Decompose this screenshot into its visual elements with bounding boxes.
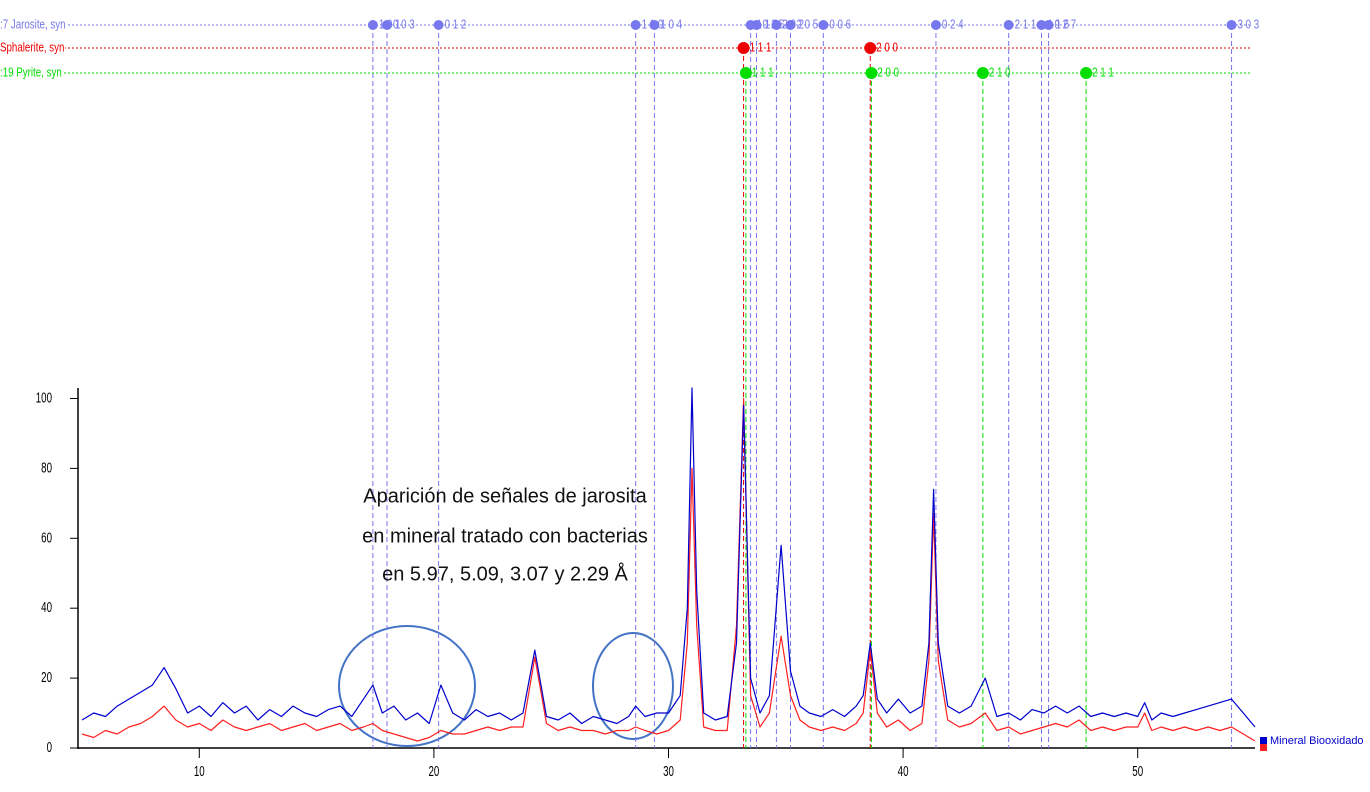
reference-label: 2 0 0	[876, 41, 898, 55]
reference-marker	[1080, 67, 1093, 79]
reference-name: :7 Jarosite, syn	[0, 18, 66, 32]
reference-label: 2 1 1	[1092, 66, 1114, 80]
y-tick-label: 100	[36, 389, 52, 406]
reference-label: 3 0 3	[1238, 18, 1260, 32]
legend-swatch	[1260, 737, 1267, 744]
reference-marker	[930, 20, 941, 30]
reference-label: 2 0 5	[796, 18, 818, 32]
annotation-line: Aparición de señales de jarosita	[363, 485, 647, 507]
annotation: Aparición de señales de jarosita en mine…	[362, 485, 648, 585]
highlight-circle	[592, 632, 674, 740]
spectrum-line	[81, 397, 1256, 742]
legend-label: Mineral Biooxidado	[1270, 735, 1364, 747]
x-tick-label: 20	[428, 763, 439, 780]
reference-marker	[1003, 20, 1014, 30]
reference-label: 1 0 4	[660, 18, 682, 32]
y-tick-label: 0	[47, 739, 52, 756]
reference-marker	[818, 20, 829, 30]
reference-marker	[865, 67, 878, 79]
reference-marker	[751, 20, 762, 30]
annotation-line: en mineral tratado con bacterias	[362, 525, 648, 547]
reference-marker	[1226, 20, 1237, 30]
reference-label: 0 1 2	[445, 18, 467, 32]
reference-label: 2 1 0	[989, 66, 1011, 80]
reference-marker	[630, 20, 641, 30]
reference-marker	[1043, 20, 1054, 30]
reference-marker	[864, 42, 877, 54]
reference-label: 0 0 3	[393, 18, 415, 32]
reference-name: :19 Pyrite, syn	[0, 66, 62, 80]
reference-label: 0 0 6	[829, 18, 851, 32]
reference-marker	[367, 20, 378, 30]
reference-marker	[381, 20, 392, 30]
y-tick-label: 40	[41, 599, 52, 616]
y-tick-label: 60	[41, 529, 52, 546]
x-tick-label: 40	[898, 763, 909, 780]
reference-label: 2 0 0	[877, 66, 899, 80]
annotation-line: en 5.97, 5.09, 3.07 y 2.29 Å	[382, 562, 628, 585]
reference-marker	[433, 20, 444, 30]
reference-label: 0 2 7	[1055, 18, 1077, 32]
x-tick-label: 50	[1132, 763, 1143, 780]
reference-marker	[737, 42, 750, 54]
reference-marker	[785, 20, 796, 30]
x-tick-label: 30	[663, 763, 674, 780]
x-tick-label: 10	[194, 763, 205, 780]
reference-marker	[1036, 20, 1047, 30]
reference-label: 2 1 1	[1015, 18, 1037, 32]
reference-label: 1 1 1	[750, 41, 772, 55]
highlight-circle	[338, 625, 476, 747]
y-tick-label: 20	[41, 669, 52, 686]
reference-label: 1 1 1	[752, 66, 774, 80]
spectrum-line	[81, 387, 1256, 728]
reference-label: 1 1 6	[1048, 18, 1070, 32]
reference-marker	[771, 20, 782, 30]
y-tick-label: 80	[41, 459, 52, 476]
reference-marker	[649, 20, 660, 30]
legend-swatch	[1260, 744, 1267, 751]
reference-marker	[976, 67, 989, 79]
reference-label: 0 2 4	[942, 18, 964, 32]
reference-marker	[739, 67, 752, 79]
reference-name: Sphalerite, syn	[0, 41, 64, 55]
